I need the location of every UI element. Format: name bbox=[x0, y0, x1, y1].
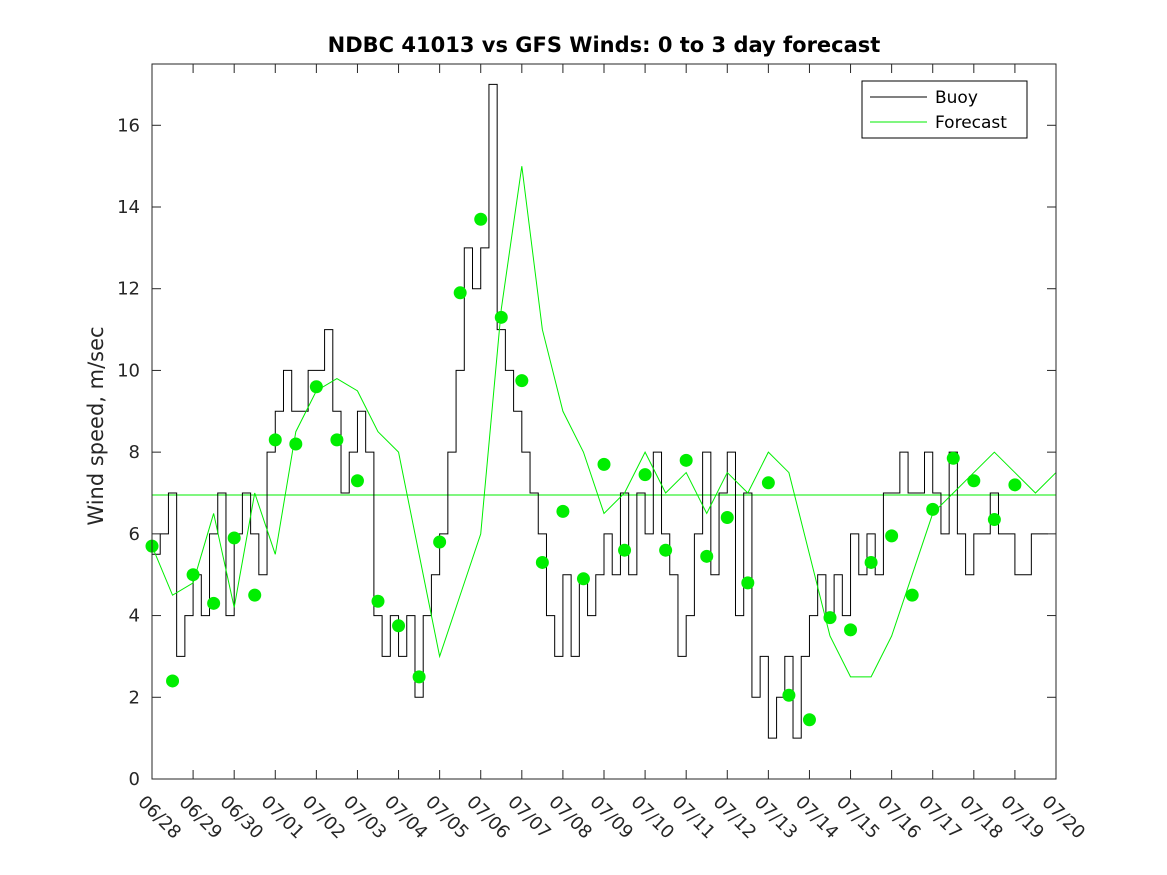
buoy-line bbox=[152, 83, 1048, 739]
forecast-marker bbox=[844, 623, 858, 637]
forecast-marker bbox=[946, 451, 960, 465]
forecast-marker bbox=[782, 688, 796, 702]
forecast-marker bbox=[864, 555, 878, 569]
plot-area bbox=[145, 83, 1057, 739]
forecast-marker bbox=[823, 611, 837, 625]
forecast-marker bbox=[576, 572, 590, 586]
y-tick-label: 12 bbox=[117, 279, 140, 300]
forecast-marker bbox=[556, 504, 570, 518]
forecast-line bbox=[151, 166, 1057, 678]
forecast-marker bbox=[535, 555, 549, 569]
forecast-marker bbox=[248, 588, 262, 602]
forecast-marker bbox=[1008, 478, 1022, 492]
forecast-marker bbox=[207, 596, 221, 610]
forecast-marker bbox=[515, 374, 529, 388]
y-tick-label: 10 bbox=[117, 360, 140, 381]
forecast-marker bbox=[268, 433, 282, 447]
forecast-marker bbox=[166, 674, 180, 688]
forecast-marker bbox=[761, 476, 775, 490]
y-tick-label: 16 bbox=[117, 115, 140, 136]
y-tick-label: 14 bbox=[117, 197, 140, 218]
forecast-marker bbox=[967, 474, 981, 488]
forecast-marker bbox=[474, 212, 488, 226]
forecast-marker bbox=[885, 529, 899, 543]
forecast-marker bbox=[638, 468, 652, 482]
forecast-marker bbox=[494, 310, 508, 324]
forecast-marker bbox=[679, 453, 693, 467]
forecast-marker bbox=[392, 619, 406, 633]
forecast-marker bbox=[700, 549, 714, 563]
legend-box bbox=[861, 80, 1028, 139]
y-tick-label: 4 bbox=[129, 606, 140, 627]
y-tick-label: 8 bbox=[129, 442, 140, 463]
forecast-marker bbox=[371, 594, 385, 608]
forecast-marker bbox=[186, 568, 200, 582]
forecast-marker bbox=[926, 502, 940, 516]
forecast-marker bbox=[350, 474, 364, 488]
y-tick-label: 2 bbox=[129, 687, 140, 708]
forecast-marker bbox=[227, 531, 241, 545]
forecast-marker bbox=[433, 535, 447, 549]
chart-title: NDBC 41013 vs GFS Winds: 0 to 3 day fore… bbox=[328, 33, 881, 57]
forecast-marker bbox=[289, 437, 303, 451]
forecast-marker bbox=[412, 670, 426, 684]
forecast-marker bbox=[802, 713, 816, 727]
forecast-marker bbox=[453, 286, 467, 300]
legend-label-buoy: Buoy bbox=[935, 88, 978, 108]
legend-label-forecast: Forecast bbox=[935, 113, 1007, 133]
forecast-marker bbox=[741, 576, 755, 590]
forecast-marker bbox=[309, 380, 323, 394]
forecast-marker bbox=[618, 543, 632, 557]
forecast-marker bbox=[330, 433, 344, 447]
forecast-marker bbox=[720, 511, 734, 525]
forecast-marker bbox=[597, 457, 611, 471]
legend: Buoy Forecast bbox=[861, 80, 1028, 139]
y-tick-label: 6 bbox=[129, 524, 140, 545]
y-tick-label: 0 bbox=[129, 769, 140, 790]
forecast-marker bbox=[659, 543, 673, 557]
forecast-marker bbox=[987, 513, 1001, 527]
y-axis-label: Wind speed, m/sec bbox=[84, 326, 108, 525]
forecast-marker bbox=[905, 588, 919, 602]
